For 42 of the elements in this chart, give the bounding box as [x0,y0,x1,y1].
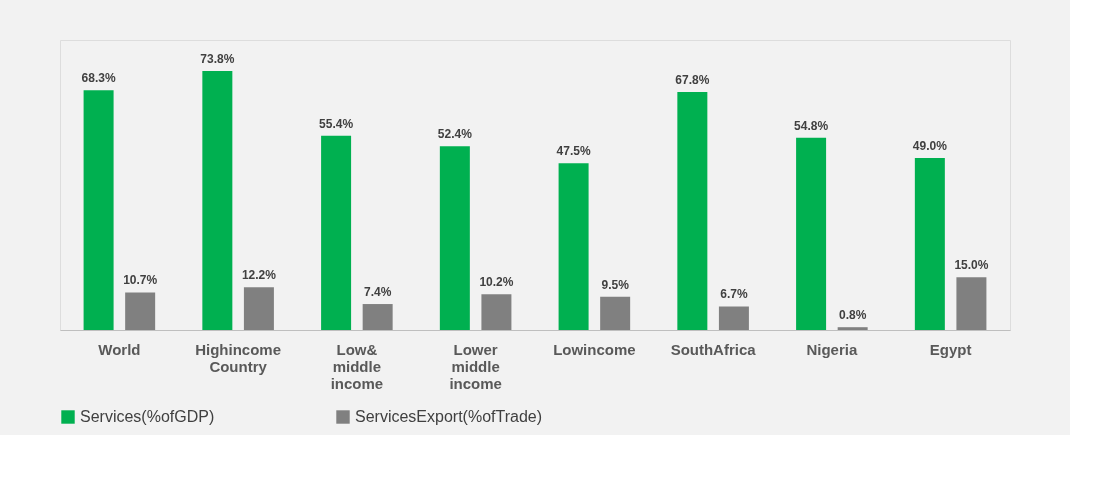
x-tick-label: SouthAfrica [670,340,757,358]
bar [202,71,233,330]
data-label: 10.7% [123,273,158,288]
x-tick-label: Lower middle income [449,340,502,392]
bar [243,287,274,330]
bar [362,304,393,330]
x-tick-label: Nigeria [806,340,858,358]
data-label: 68.3% [81,71,116,86]
x-tick-label: Low& middle income [330,340,384,392]
bar [718,306,749,330]
bar [321,135,352,330]
bar [914,158,945,330]
data-label: 67.8% [675,73,710,88]
data-label: 55.4% [319,116,354,131]
x-tick-label: Highincome Country [195,340,282,375]
bar [83,90,114,330]
legend-label: Services(%ofGDP) [80,408,215,425]
bar [600,296,631,330]
x-tick-label: Egypt [929,340,972,358]
data-label: 0.8% [838,308,867,323]
bar [837,327,868,330]
data-label: 7.4% [363,285,392,300]
bar [439,146,470,330]
data-label: 49.0% [912,139,948,154]
data-label: 12.2% [241,268,277,283]
data-label: 10.2% [479,275,514,290]
bar [677,92,708,330]
data-label: 54.8% [794,118,829,133]
x-tick-label: World [98,340,141,358]
x-tick-label: Lowincome [553,340,636,358]
legend-label: ServicesExport(%ofTrade) [355,408,543,425]
data-label: 73.8% [200,52,235,67]
bar [558,163,589,330]
data-label: 15.0% [954,258,989,273]
bar [956,277,987,330]
bar [125,292,156,330]
data-label: 6.7% [720,287,748,302]
data-label: 52.4% [437,127,473,142]
bar [796,137,827,330]
bar [481,294,512,330]
data-label: 47.5% [556,144,591,159]
data-label: 9.5% [601,277,630,292]
